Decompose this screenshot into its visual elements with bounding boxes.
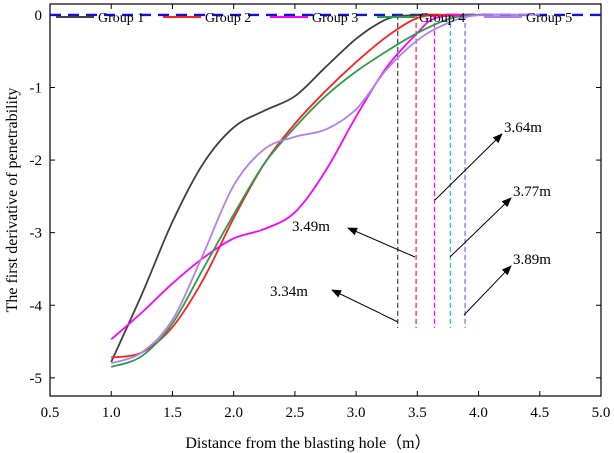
x-tick-label: 2.0 [224, 405, 243, 421]
annotation-label: 3.77m [513, 184, 551, 200]
x-tick-label: 3.0 [347, 405, 366, 421]
legend-label: Group 4 [419, 11, 465, 26]
x-tick-label: 5.0 [592, 405, 611, 421]
annotations: 3.34m 3.49m 3.64m 3.77m 3.89m [270, 120, 551, 323]
series-line [110, 13, 540, 365]
series-line [111, 13, 479, 359]
legend-label: Group 1 [98, 11, 144, 26]
annotation-label: 3.89m [513, 252, 551, 268]
annotation-arrow [331, 289, 399, 323]
y-tick-label: -2 [30, 153, 43, 169]
y-tick-label: 0 [35, 8, 43, 24]
x-tick-label: 4.0 [469, 405, 488, 421]
legend-label: Group 5 [526, 11, 572, 26]
annotation-arrow [449, 197, 512, 258]
marker-lines [397, 14, 466, 328]
annotation-label: 3.34m [270, 284, 308, 300]
plot-area [49, 3, 602, 397]
x-tick-label: 1.0 [102, 405, 121, 421]
x-tick-labels: 0.5 1.0 1.5 2.0 2.5 3.0 3.5 4.0 4.5 5.0 [41, 405, 611, 421]
legend: Group 1 Group 2 Group 3 Group 4 Group 5 [56, 11, 572, 26]
y-tick-label: -4 [30, 298, 43, 314]
x-tick-label: 0.5 [41, 405, 60, 421]
x-tick-label: 3.5 [408, 405, 427, 421]
annotation-arrow [434, 133, 503, 201]
annotation-label: 3.64m [504, 120, 542, 136]
legend-label: Group 3 [312, 11, 358, 26]
y-tick-label: -5 [30, 371, 43, 387]
series-line [110, 13, 528, 368]
annotation-arrow [347, 227, 416, 258]
tick-marks [49, 4, 602, 396]
y-tick-label: -3 [30, 226, 43, 242]
x-tick-label: 2.5 [286, 405, 305, 421]
x-axis-title: Distance from the blasting hole（m） [185, 434, 430, 452]
x-tick-label: 1.5 [163, 405, 182, 421]
legend-label: Group 2 [205, 11, 251, 26]
series-line [110, 13, 516, 341]
y-tick-label: -1 [30, 80, 43, 96]
x-tick-label: 4.5 [530, 405, 549, 421]
annotation-label: 3.49m [292, 219, 330, 235]
y-axis-title: The first derivative of penetrability [4, 88, 21, 313]
annotation-arrow [463, 265, 512, 316]
y-tick-labels: 0 -1 -2 -3 -4 -5 [30, 8, 43, 387]
